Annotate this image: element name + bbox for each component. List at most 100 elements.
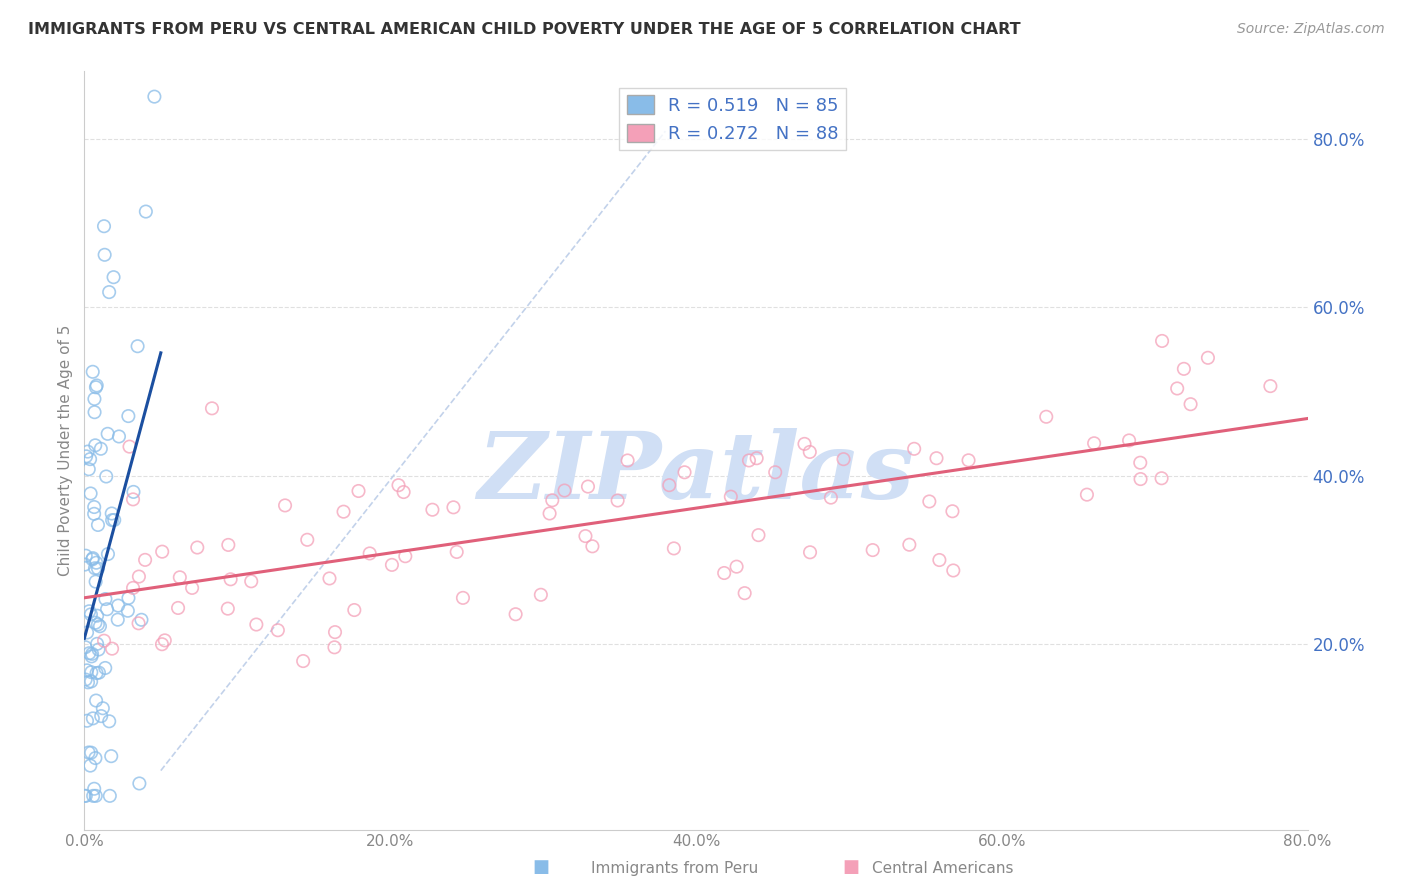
Point (107, 613, 129, 627)
Point (108, 429, 131, 443)
Point (76, 664, 98, 678)
Legend: R = 0.519   N = 85, R = 0.272   N = 88: R = 0.519 N = 85, R = 0.272 N = 88 (620, 88, 846, 150)
Point (581, 539, 603, 553)
Point (127, 339, 149, 353)
Point (83, 507, 105, 521)
Point (538, 507, 561, 521)
Point (80, 674, 103, 689)
Point (94, 661, 117, 675)
Point (553, 483, 575, 498)
Point (925, 451, 948, 466)
Point (87, 642, 110, 657)
Point (87, 617, 110, 632)
Point (131, 613, 153, 627)
Point (422, 502, 444, 516)
Point (359, 546, 381, 560)
Point (90, 442, 112, 456)
Point (217, 538, 239, 552)
Point (107, 599, 129, 613)
Point (77, 462, 100, 476)
Point (75, 450, 97, 464)
Point (96, 602, 118, 616)
Point (292, 654, 315, 668)
Point (128, 616, 150, 631)
Point (100, 507, 122, 521)
Point (128, 569, 150, 583)
Point (83, 781, 105, 796)
Y-axis label: Child Poverty Under the Age of 5: Child Poverty Under the Age of 5 (58, 325, 73, 576)
Point (167, 601, 190, 615)
Point (122, 581, 145, 595)
Point (392, 485, 415, 500)
Point (1150, 471, 1173, 485)
Point (103, 270, 125, 285)
Point (117, 409, 139, 423)
Point (443, 500, 465, 515)
Point (101, 513, 124, 527)
Point (100, 749, 122, 764)
Point (82, 711, 104, 725)
Point (79, 758, 101, 772)
Point (606, 493, 628, 508)
Point (745, 451, 768, 466)
Point (134, 553, 156, 567)
Point (103, 513, 125, 527)
Point (201, 401, 224, 416)
Point (87, 665, 110, 680)
Point (662, 541, 685, 556)
Point (76, 625, 98, 640)
Point (181, 581, 204, 595)
Point (387, 478, 409, 492)
Point (1260, 379, 1282, 393)
Point (97, 547, 120, 561)
Point (96, 469, 118, 483)
Point (86, 378, 108, 392)
Point (77, 675, 100, 690)
Point (451, 591, 474, 605)
Point (84, 380, 107, 394)
Point (658, 478, 681, 492)
Point (84, 615, 107, 630)
Point (80, 746, 103, 760)
Point (169, 570, 191, 584)
Point (738, 453, 761, 467)
Point (1129, 472, 1152, 486)
Point (150, 637, 173, 651)
Point (86, 666, 108, 681)
Point (240, 574, 263, 589)
Point (79, 486, 101, 500)
Point (83, 500, 105, 514)
Point (1152, 334, 1174, 348)
Point (394, 549, 416, 564)
Point (318, 571, 340, 585)
Point (86, 608, 108, 623)
Point (87, 561, 110, 575)
Point (83, 392, 105, 406)
Point (84, 438, 107, 452)
Text: ZIPatlas: ZIPatlas (478, 428, 914, 518)
Point (75, 789, 97, 803)
Point (347, 483, 370, 498)
Point (94, 592, 117, 607)
Point (76, 444, 98, 458)
Point (84, 574, 107, 589)
Point (217, 601, 239, 615)
Point (84, 556, 107, 570)
Point (903, 442, 925, 456)
Point (297, 533, 319, 547)
Point (1118, 434, 1140, 448)
Point (720, 490, 742, 504)
Point (1166, 381, 1188, 395)
Point (541, 493, 564, 508)
Text: IMMIGRANTS FROM PERU VS CENTRAL AMERICAN CHILD POVERTY UNDER THE AGE OF 5 CORREL: IMMIGRANTS FROM PERU VS CENTRAL AMERICAN… (28, 22, 1021, 37)
Point (713, 566, 735, 580)
Point (82, 789, 104, 803)
Point (82, 365, 104, 379)
Point (1197, 351, 1219, 365)
Point (117, 604, 139, 618)
Point (274, 499, 297, 513)
Point (117, 591, 139, 605)
Point (122, 484, 145, 499)
Point (77, 604, 100, 618)
Point (898, 538, 921, 552)
